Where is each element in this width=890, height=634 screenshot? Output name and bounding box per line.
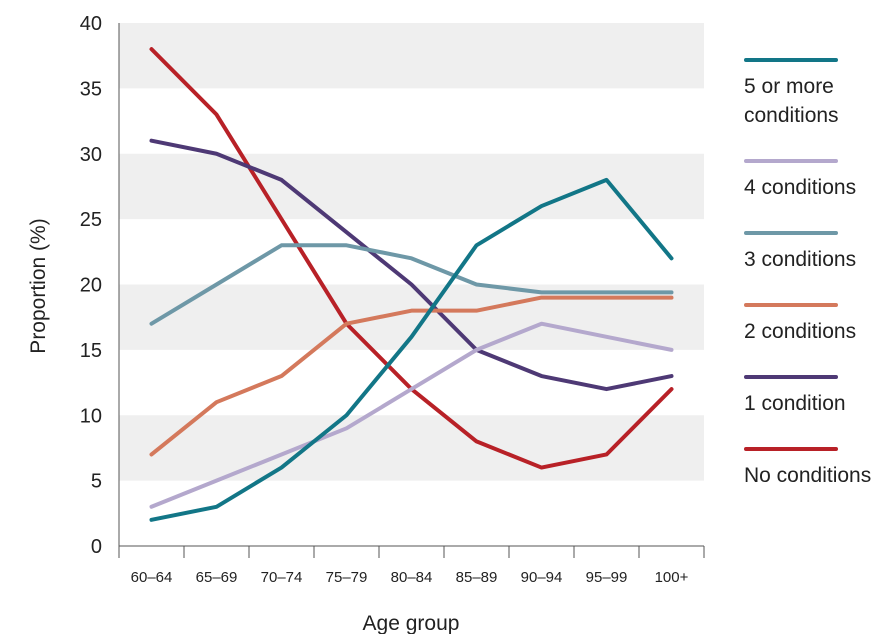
series-line: [149, 177, 674, 522]
y-tick-label: 30: [80, 144, 102, 166]
legend-swatch: [744, 58, 838, 62]
legend-item: 5 or more conditions: [744, 58, 839, 130]
legend-label: No conditions: [744, 464, 872, 487]
legend-label: 5 or more conditions: [744, 75, 839, 127]
legend-swatch: [744, 447, 838, 451]
axes: [118, 23, 705, 558]
legend-item: 4 conditions: [744, 159, 856, 202]
x-tick-label: 75–79: [326, 569, 368, 586]
series-line: [149, 295, 674, 457]
legend-item: 3 conditions: [744, 231, 856, 274]
y-tick-labels: 0 5 10 15 20 25 30 35 40: [80, 13, 102, 558]
legend-item: 1 condition: [744, 375, 846, 418]
series-lines: [149, 47, 674, 522]
y-axis-label: Proportion (%): [27, 218, 50, 353]
legend-label: 3 conditions: [744, 248, 857, 271]
y-tick-label: 20: [80, 275, 102, 297]
legend-item: 2 conditions: [744, 303, 856, 346]
y-tick-label: 40: [80, 13, 102, 35]
x-axis-label: Age group: [363, 612, 460, 634]
x-tick-label: 70–74: [261, 569, 303, 586]
x-tick-label: 95–99: [586, 569, 628, 586]
legend-label: 1 condition: [744, 392, 846, 415]
grid-bands: [119, 23, 704, 481]
legend-label: 4 conditions: [744, 176, 857, 199]
grid-band: [119, 23, 704, 89]
x-tick-label: 80–84: [391, 569, 433, 586]
y-tick-label: 0: [91, 536, 102, 558]
legend-swatch: [744, 303, 838, 307]
series-line: [149, 321, 674, 509]
x-tick-label: 65–69: [196, 569, 238, 586]
x-tick-label: 100+: [655, 569, 689, 586]
x-tick-label: 85–89: [456, 569, 498, 586]
legend-swatch: [744, 159, 838, 163]
legend-label: 2 conditions: [744, 320, 857, 343]
legend-swatch: [744, 231, 838, 235]
x-tick-label: 90–94: [521, 569, 563, 586]
legend-swatch: [744, 375, 838, 379]
series-line: [149, 243, 674, 326]
y-tick-label: 35: [80, 78, 102, 100]
grid-band: [119, 153, 704, 220]
x-tick-label: 60–64: [131, 569, 173, 586]
y-tick-label: 10: [80, 405, 102, 427]
y-tick-label: 25: [80, 209, 102, 231]
legend-item: No conditions: [744, 447, 871, 490]
series-line: [149, 138, 674, 392]
y-tick-label: 5: [91, 471, 102, 493]
x-tick-labels: 60–64 65–69 70–74 75–79 80–84 85–89 90–94 95–99…: [131, 569, 689, 586]
grid-band: [119, 415, 704, 481]
y-tick-label: 15: [80, 340, 102, 362]
